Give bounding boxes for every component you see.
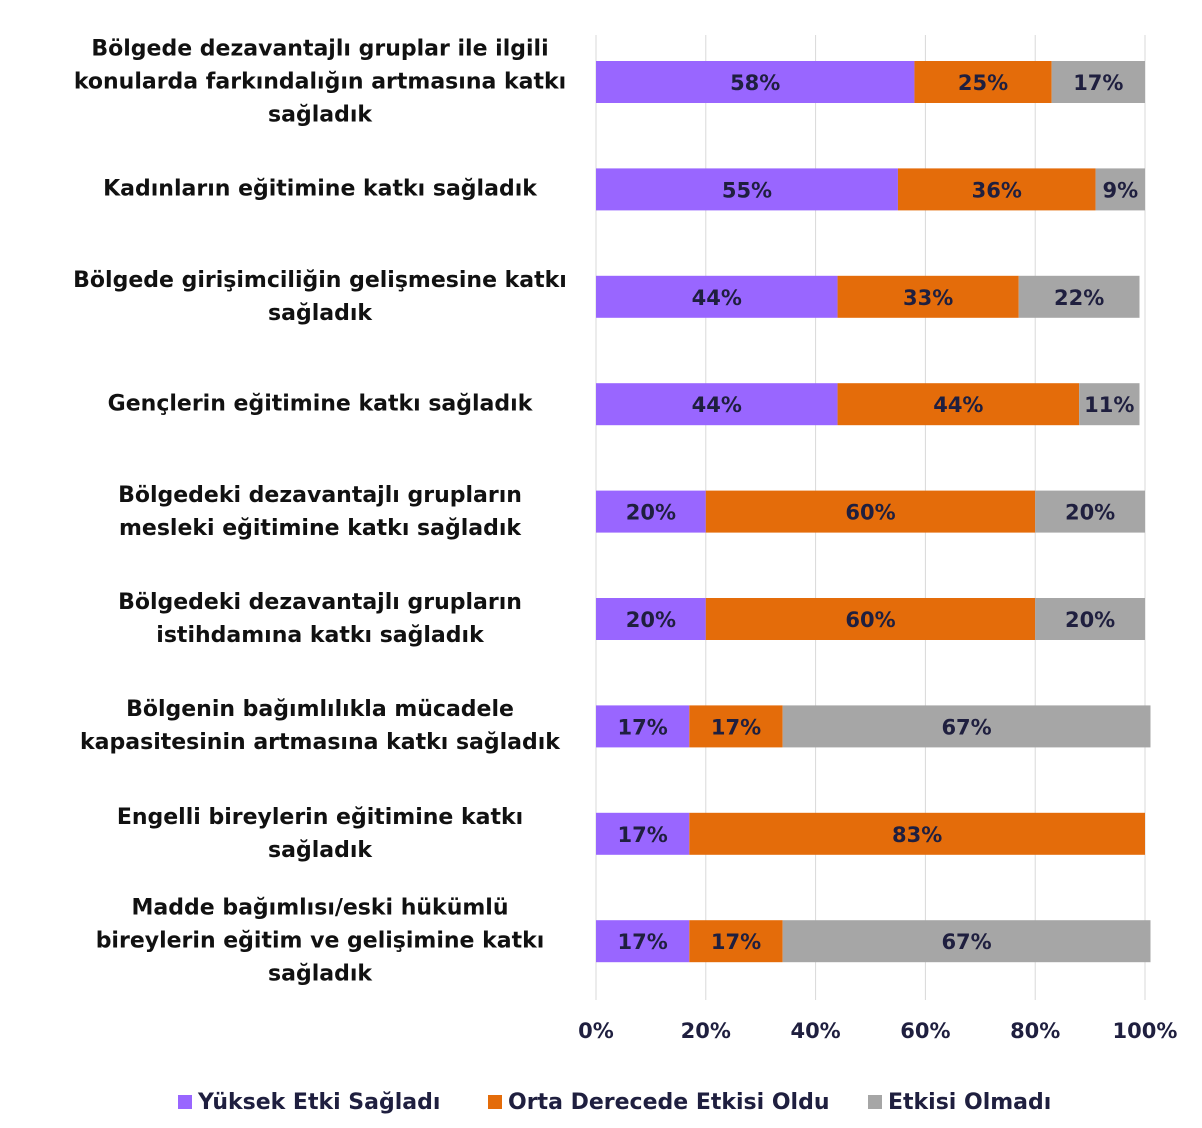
value-label: 44% [692,286,742,310]
value-label: 9% [1102,178,1138,202]
bar-segment [1035,490,1145,533]
bar-segment [596,705,690,748]
x-tick-label: 40% [790,1019,840,1043]
value-label: 17% [618,715,668,739]
value-label: 17% [711,715,761,739]
value-label: 44% [692,393,742,417]
bar-segment [1035,598,1145,640]
value-label: 17% [618,823,668,847]
legend-label: Etkisi Olmadı [888,1090,1051,1115]
bar-segment [897,168,1096,211]
value-label: 17% [1073,71,1123,95]
bar-segment [689,920,783,963]
bar-segment [596,812,690,855]
value-label: 20% [626,608,676,632]
value-label: 20% [1065,501,1115,525]
category-label: Bölgedeki dezavantajlı grupların mesleki… [118,482,522,541]
category-label: Kadınların eğitimine katkı sağladık [103,176,537,202]
legend-label: Orta Derecede Etkisi Oldu [508,1090,829,1115]
legend-swatch [868,1095,882,1109]
bar-segment [782,920,1151,963]
legend-swatch [178,1095,192,1109]
category-label: Bölgenin bağımlılıkla mücadele kapasites… [80,697,560,756]
value-label: 60% [845,501,895,525]
bar-segment [689,705,783,748]
value-label: 55% [722,178,772,202]
value-label: 33% [903,286,953,310]
x-tick-label: 20% [681,1019,731,1043]
bar-segment [782,705,1151,748]
bar-segment [596,168,898,211]
value-label: 11% [1084,393,1134,417]
bar-segment [837,275,1019,318]
value-label: 44% [933,393,983,417]
category-label: Bölgede girişimciliğin gelişmesine katkı… [73,267,567,326]
bar-segment [914,61,1052,103]
value-label: 58% [730,71,780,95]
value-label: 22% [1054,286,1104,310]
value-label: 20% [626,501,676,525]
bar-segment [1018,275,1140,318]
bar-segment [596,383,838,426]
bar-segment [596,920,690,963]
x-tick-label: 0% [578,1019,614,1043]
legend-label: Yüksek Etki Sağladı [197,1090,440,1115]
value-label: 67% [941,930,991,954]
x-tick-label: 80% [1010,1019,1060,1043]
category-label: Bölgedeki dezavantajlı grupların istihda… [118,590,522,648]
bar-segment [1095,168,1145,211]
bar-segment [596,598,706,640]
bar-segment [689,812,1145,855]
bar-segment [705,598,1036,640]
x-tick-label: 60% [900,1019,950,1043]
bar-segment [596,275,838,318]
x-tick-label: 100% [1113,1019,1178,1043]
value-label: 67% [941,715,991,739]
bar-segment [1051,61,1145,103]
bar-segment [1079,383,1140,426]
value-label: 60% [845,608,895,632]
value-label: 83% [892,823,942,847]
value-label: 36% [972,178,1022,202]
bar-segment [837,383,1080,426]
category-label: Bölgede dezavantajlı gruplar ile ilgili … [73,36,567,128]
value-label: 20% [1065,608,1115,632]
value-label: 17% [711,930,761,954]
value-label: 25% [958,71,1008,95]
bar-segment [596,61,915,103]
category-label: Engelli bireylerin eğitimine katkı sağla… [116,804,524,863]
legend-swatch [488,1095,502,1109]
category-label: Gençlerin eğitimine katkı sağladık [107,391,533,417]
bar-segment [596,490,706,533]
category-label: Madde bağımlısı/eski hükümlü bireylerin … [95,895,545,987]
value-label: 17% [618,930,668,954]
bar-segment [705,490,1036,533]
